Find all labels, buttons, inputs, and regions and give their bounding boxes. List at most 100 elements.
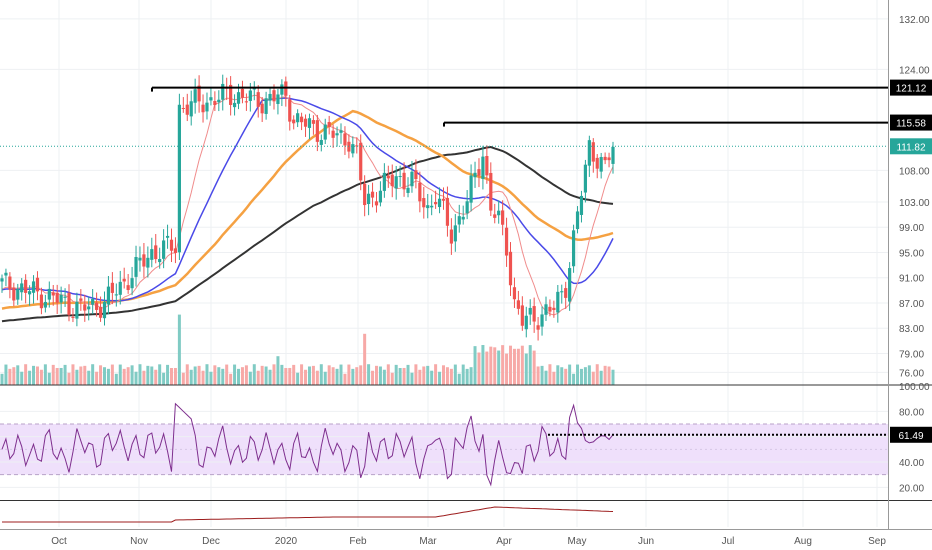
- volume-bar: [268, 369, 272, 385]
- volume-bar: [110, 364, 114, 385]
- volume-bar: [304, 369, 308, 385]
- volume-bar: [158, 364, 162, 385]
- volume-bar: [469, 367, 473, 385]
- volume-bar: [335, 368, 339, 385]
- volume-bar: [134, 371, 138, 385]
- volume-bar: [63, 364, 67, 385]
- volume-bar: [307, 366, 311, 385]
- volume-bar: [67, 372, 71, 385]
- candle-body: [414, 170, 418, 180]
- volume-bar: [102, 367, 106, 385]
- candle-body: [79, 298, 83, 301]
- volume-bar: [51, 364, 55, 385]
- volume-bar: [509, 345, 513, 385]
- candle-body: [311, 120, 316, 124]
- candle-body: [217, 99, 221, 103]
- time-axis-label: Apr: [496, 536, 512, 547]
- candle-body: [437, 198, 442, 208]
- volume-bar: [154, 369, 158, 385]
- rsi-value-tag: [890, 426, 932, 443]
- candle-body: [205, 102, 209, 112]
- candle-body: [181, 107, 185, 109]
- price-axis-label: 95.00: [899, 248, 924, 259]
- rsi-axis-label: 100.00: [899, 382, 930, 393]
- candle-body: [504, 227, 509, 256]
- candle-body: [63, 296, 67, 298]
- candle-body: [95, 302, 99, 310]
- candle-body: [319, 139, 323, 145]
- time-axis-label: Dec: [202, 536, 220, 547]
- candle-body: [71, 316, 75, 318]
- candle-body: [568, 268, 572, 302]
- volume-bar: [445, 367, 449, 385]
- volume-bar: [587, 365, 591, 385]
- volume-bar: [532, 350, 536, 385]
- price-axis-label: 76.00: [899, 368, 924, 379]
- candle-body: [118, 281, 122, 295]
- candle-body: [201, 104, 205, 113]
- candle-body: [209, 97, 213, 101]
- rsi-value-label: 61.49: [898, 431, 923, 442]
- candle-body: [256, 92, 260, 107]
- candle-body: [248, 90, 252, 101]
- volume-bar: [16, 365, 20, 385]
- candle-body: [35, 277, 40, 292]
- candle-body: [177, 104, 181, 253]
- price-axis-label: 124.00: [899, 65, 930, 76]
- volume-bar: [75, 369, 79, 385]
- candle-body: [583, 164, 588, 193]
- volume-bar: [493, 347, 497, 385]
- candle-body: [221, 83, 225, 100]
- volume-bar: [233, 364, 237, 385]
- sma-200-line: [1, 145, 614, 323]
- volume-bar: [374, 365, 378, 385]
- candle-body: [355, 145, 359, 147]
- time-axis-label: Feb: [349, 536, 367, 547]
- volume-bar: [217, 367, 221, 385]
- volume-bar: [126, 367, 130, 385]
- volume-bar: [355, 367, 359, 385]
- volume-bar: [114, 373, 118, 385]
- candle-body: [138, 257, 142, 261]
- candle-body: [67, 292, 71, 315]
- volume-bar: [260, 365, 264, 385]
- volume-bar: [501, 345, 505, 385]
- volume-bar: [55, 367, 59, 385]
- volume-bar: [244, 365, 248, 385]
- candle-body: [453, 225, 457, 242]
- candle-body: [130, 278, 134, 289]
- time-axis-label: Nov: [130, 536, 148, 547]
- bottom-indicator-line: [2, 506, 614, 523]
- volume-bar: [465, 368, 469, 385]
- volume-bar: [20, 371, 24, 385]
- rsi-axis-label: 80.00: [899, 407, 924, 418]
- time-axis-label: Aug: [794, 536, 812, 547]
- price-axis-label: 108.00: [899, 166, 930, 177]
- volume-bar: [579, 368, 583, 385]
- candle-body: [20, 283, 24, 293]
- volume-bar: [32, 365, 36, 385]
- volume-bar: [363, 333, 367, 385]
- volume-bar: [166, 364, 170, 385]
- volume-bar: [311, 365, 315, 385]
- volume-bar: [528, 345, 532, 385]
- candle-body: [556, 291, 560, 313]
- volume-bar: [422, 366, 426, 385]
- volume-bar: [505, 353, 509, 385]
- volume-bar: [47, 372, 51, 385]
- volume-bar: [461, 364, 465, 385]
- candle-body: [106, 286, 111, 305]
- candle-body: [43, 301, 47, 308]
- candle-body: [599, 157, 603, 172]
- volume-bar: [79, 366, 83, 385]
- time-axis-label: Mar: [419, 536, 437, 547]
- volume-bar: [520, 345, 524, 385]
- volume-bar: [83, 365, 87, 385]
- candle-body: [51, 292, 55, 296]
- volume-bar: [591, 371, 595, 385]
- candle-body: [418, 182, 422, 202]
- volume-bar: [248, 371, 252, 385]
- volume-bar: [35, 366, 39, 385]
- volume-bar: [371, 370, 375, 385]
